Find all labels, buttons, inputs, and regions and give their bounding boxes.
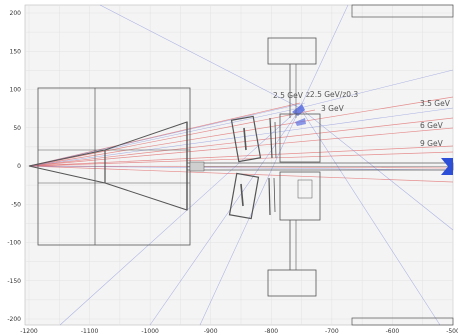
plate <box>269 117 273 159</box>
blue-ray <box>28 165 454 171</box>
x-tick-label: -500 <box>446 328 458 335</box>
y-tick-label: 100 <box>10 87 22 94</box>
y-tick-label: 150 <box>10 48 22 55</box>
blue-ray <box>299 107 454 231</box>
annotation-2-5gev: 2.5 GeV <box>273 91 304 100</box>
top-right-frame <box>351 4 454 18</box>
y-tick-label: -150 <box>7 278 21 285</box>
blue-ray <box>299 69 454 109</box>
red-ray <box>28 96 454 167</box>
upper-magnet-core <box>243 127 247 151</box>
annotation-6gev: 6 GeV <box>420 121 444 130</box>
x-tick-label: -1100 <box>81 328 99 335</box>
lower-mid-box <box>279 171 321 221</box>
top-box <box>267 37 317 65</box>
x-tick-label: -700 <box>325 328 339 335</box>
ray-cluster <box>295 118 306 126</box>
red-ray <box>28 127 454 167</box>
annotation-3gev: 3 GeV <box>321 104 345 113</box>
y-tick-label: -100 <box>7 240 21 247</box>
axis-ticks: -1200 -1100 -1000 -900 -800 -700 -600 -50020015… <box>7 10 458 335</box>
plot-area <box>24 4 454 326</box>
annotation-3-5gev: 3.5 GeV <box>420 99 451 108</box>
x-tick-label: -600 <box>386 328 400 335</box>
x-tick-label: -1000 <box>141 328 159 335</box>
red-ray <box>28 165 454 169</box>
upper-mid-box <box>279 113 321 163</box>
blue-ray <box>59 107 301 326</box>
y-tick-label: -50 <box>11 201 21 208</box>
red-ray <box>28 151 454 167</box>
y-tick-label: 50 <box>13 125 21 132</box>
plate <box>273 177 276 213</box>
blue-ray <box>299 4 349 109</box>
red-ray <box>28 109 316 167</box>
red-ray <box>28 145 454 167</box>
y-tick-label: 0 <box>17 163 21 170</box>
bottom-box <box>267 269 317 297</box>
x-tick-label: -800 <box>264 328 278 335</box>
y-tick-label: -200 <box>7 316 21 323</box>
blue-ray <box>149 111 299 326</box>
x-tick-label: -1200 <box>20 328 38 335</box>
plate <box>274 121 277 159</box>
annotation-z2-5gev: z2.5 GeV/z0.3 <box>306 90 358 99</box>
small-block <box>297 179 313 199</box>
y-tick-label: 200 <box>10 10 22 17</box>
beam-marker <box>441 158 453 175</box>
blue-ray <box>199 107 301 326</box>
lower-magnet-core <box>240 183 244 207</box>
particle-rays <box>28 4 454 326</box>
red-ray <box>28 117 454 167</box>
blue-ray <box>99 4 301 109</box>
blue-ray <box>28 107 454 167</box>
ray-cluster <box>292 104 305 116</box>
bottom-right-frame <box>351 317 454 326</box>
beam-flange <box>189 161 205 172</box>
x-tick-label: -900 <box>204 328 218 335</box>
plate <box>268 177 271 216</box>
annotation-9gev: 9 GeV <box>420 139 444 148</box>
detector-structures <box>28 4 454 326</box>
blue-ray <box>28 102 306 167</box>
upper-magnet <box>230 115 262 163</box>
lower-magnet <box>228 172 260 220</box>
blue-ray <box>299 107 441 326</box>
